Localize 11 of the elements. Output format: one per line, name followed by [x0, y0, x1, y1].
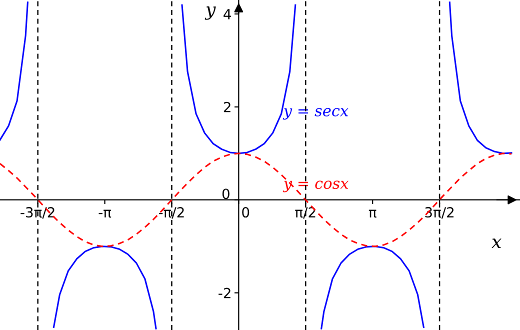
series-label: y = secx: [282, 108, 348, 120]
y-axis-title: y: [204, 6, 216, 20]
y-tick-label: -2: [218, 288, 230, 298]
x-tick-label: 0: [242, 207, 250, 218]
x-tick-label: -π: [98, 210, 112, 218]
y-tick-label: 2: [224, 102, 230, 112]
y-tick-label: 0: [222, 188, 230, 200]
x-tick-label: π: [368, 210, 376, 218]
y-tick-label: 4: [224, 9, 231, 20]
x-axis-title: x: [492, 238, 502, 248]
series-label: y = cosx: [282, 180, 349, 192]
